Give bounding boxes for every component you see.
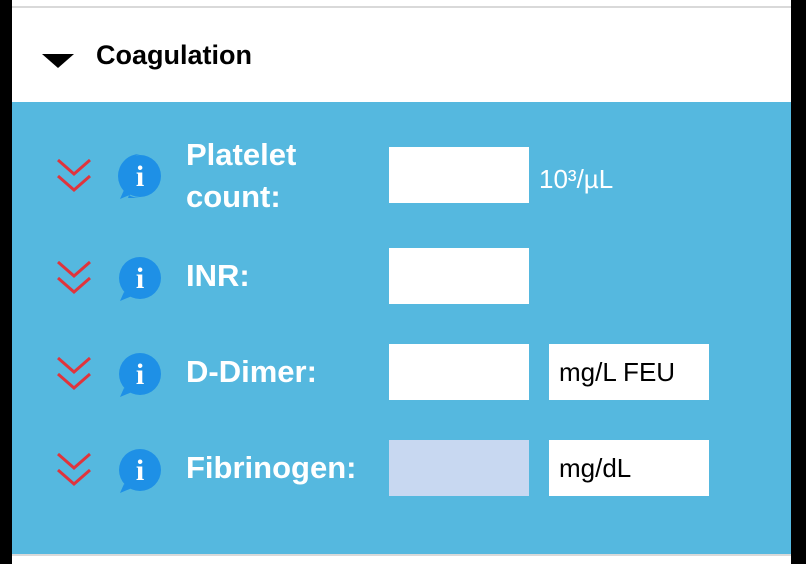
svg-text:i: i — [136, 454, 144, 487]
fibrinogen-label: Fibrinogen: — [186, 450, 357, 485]
info-icon[interactable]: i — [116, 152, 164, 200]
section-body: i Platelet count: 10³/µL i INR: — [12, 102, 791, 554]
row-d-dimer: i D-Dimer: mg/L FEU — [12, 342, 791, 412]
d-dimer-input[interactable] — [389, 344, 529, 400]
info-icon[interactable]: i — [116, 350, 164, 398]
triangle-down-icon[interactable] — [42, 54, 74, 68]
svg-text:i: i — [136, 262, 144, 295]
svg-text:i: i — [136, 160, 144, 193]
row-platelet-count: i Platelet count: 10³/µL — [12, 132, 791, 214]
platelet-count-label: Platelet count: — [186, 134, 296, 218]
info-icon[interactable]: i — [116, 446, 164, 494]
double-chevron-down-icon[interactable] — [54, 154, 94, 198]
double-chevron-down-icon[interactable] — [54, 352, 94, 396]
platelet-count-label-line1: Platelet — [186, 137, 297, 172]
d-dimer-label: D-Dimer: — [186, 354, 317, 389]
row-inr: i INR: — [12, 246, 791, 316]
row-fibrinogen: i Fibrinogen: mg/dL — [12, 438, 791, 508]
coagulation-panel: Coagulation i Platelet count: 10³/µL — [12, 0, 791, 564]
d-dimer-unit-select[interactable]: mg/L FEU — [549, 344, 709, 400]
inr-input[interactable] — [389, 248, 529, 304]
platelet-count-input[interactable] — [389, 147, 529, 203]
fibrinogen-input[interactable] — [389, 440, 529, 496]
inr-label: INR: — [186, 258, 250, 293]
bottom-divider — [12, 554, 791, 556]
section-title: Coagulation — [96, 40, 252, 70]
info-icon[interactable]: i — [116, 254, 164, 302]
fibrinogen-unit-select[interactable]: mg/dL — [549, 440, 709, 496]
platelet-count-unit: 10³/µL — [539, 164, 614, 194]
platelet-count-label-line2: count: — [186, 179, 281, 214]
top-divider — [12, 6, 791, 8]
section-header[interactable]: Coagulation — [12, 8, 791, 102]
svg-text:i: i — [136, 358, 144, 391]
double-chevron-down-icon[interactable] — [54, 256, 94, 300]
double-chevron-down-icon[interactable] — [54, 448, 94, 492]
